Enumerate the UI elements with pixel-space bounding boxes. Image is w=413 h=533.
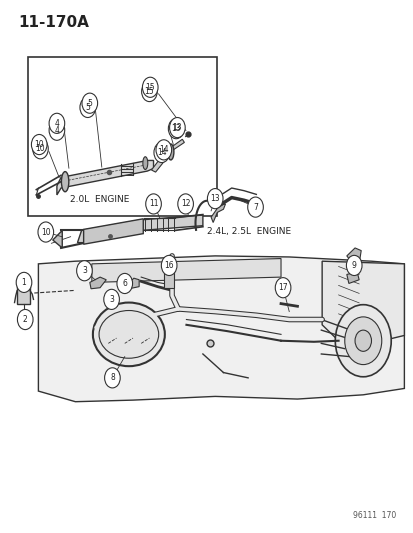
Text: 11: 11	[148, 199, 158, 208]
Circle shape	[247, 197, 263, 217]
Text: 14: 14	[157, 148, 166, 157]
Circle shape	[354, 330, 370, 351]
Polygon shape	[57, 160, 153, 195]
Circle shape	[169, 117, 185, 138]
Text: 17: 17	[278, 283, 287, 292]
Circle shape	[275, 278, 290, 298]
Circle shape	[156, 140, 171, 160]
Circle shape	[49, 120, 64, 140]
Text: 2.4L, 2.5L  ENGINE: 2.4L, 2.5L ENGINE	[206, 227, 290, 236]
Circle shape	[82, 93, 97, 114]
Polygon shape	[346, 272, 358, 284]
Circle shape	[16, 272, 32, 293]
Text: 2.0L  ENGINE: 2.0L ENGINE	[70, 196, 129, 205]
Circle shape	[49, 114, 64, 133]
Polygon shape	[53, 230, 62, 248]
Circle shape	[104, 289, 119, 310]
Text: 13: 13	[171, 124, 180, 133]
Circle shape	[145, 194, 161, 214]
Circle shape	[38, 222, 54, 242]
Text: 13: 13	[210, 194, 219, 203]
Text: 13: 13	[172, 123, 182, 132]
Circle shape	[344, 317, 381, 365]
Circle shape	[76, 261, 92, 281]
Text: 4: 4	[55, 126, 59, 135]
Circle shape	[346, 255, 361, 276]
Polygon shape	[92, 259, 280, 282]
Circle shape	[116, 273, 132, 294]
Circle shape	[31, 134, 47, 155]
Polygon shape	[90, 277, 106, 289]
Text: 5: 5	[85, 103, 90, 112]
Polygon shape	[172, 139, 184, 150]
Circle shape	[207, 189, 223, 209]
Circle shape	[177, 194, 193, 214]
Text: 8: 8	[110, 373, 114, 382]
Bar	[17, 278, 30, 304]
Circle shape	[168, 118, 183, 139]
Circle shape	[335, 305, 390, 377]
Circle shape	[104, 368, 120, 388]
Text: 1: 1	[21, 278, 26, 287]
Text: 3: 3	[82, 266, 87, 275]
Circle shape	[142, 77, 158, 98]
Polygon shape	[346, 248, 360, 262]
Text: 10: 10	[41, 228, 50, 237]
Circle shape	[80, 98, 95, 117]
Circle shape	[33, 139, 48, 159]
Polygon shape	[128, 278, 139, 289]
Polygon shape	[321, 261, 404, 343]
Text: 96111  170: 96111 170	[352, 511, 395, 520]
Text: 15: 15	[145, 83, 155, 92]
Text: 11-170A: 11-170A	[18, 14, 88, 30]
Circle shape	[154, 142, 169, 163]
Polygon shape	[77, 215, 202, 243]
Text: 6: 6	[122, 279, 127, 288]
Text: 12: 12	[180, 199, 190, 208]
Ellipse shape	[93, 303, 164, 366]
Text: 10: 10	[34, 140, 44, 149]
Polygon shape	[83, 219, 143, 244]
Circle shape	[161, 255, 176, 276]
Ellipse shape	[167, 144, 173, 160]
Text: 4: 4	[55, 119, 59, 128]
Circle shape	[17, 310, 33, 329]
Text: 2: 2	[23, 315, 28, 324]
Ellipse shape	[142, 157, 147, 169]
Polygon shape	[38, 256, 404, 402]
Text: 10: 10	[36, 144, 45, 154]
Ellipse shape	[61, 172, 69, 192]
Text: 9: 9	[351, 261, 356, 270]
Text: 7: 7	[252, 203, 257, 212]
Text: 5: 5	[87, 99, 92, 108]
Text: 15: 15	[144, 87, 154, 96]
Polygon shape	[151, 151, 171, 172]
Bar	[164, 266, 174, 288]
Text: 14: 14	[159, 146, 168, 155]
Text: 16: 16	[164, 261, 173, 270]
Circle shape	[141, 82, 157, 102]
Text: 3: 3	[109, 295, 114, 304]
Polygon shape	[211, 204, 225, 222]
Ellipse shape	[99, 311, 158, 358]
Bar	[28, 57, 217, 216]
